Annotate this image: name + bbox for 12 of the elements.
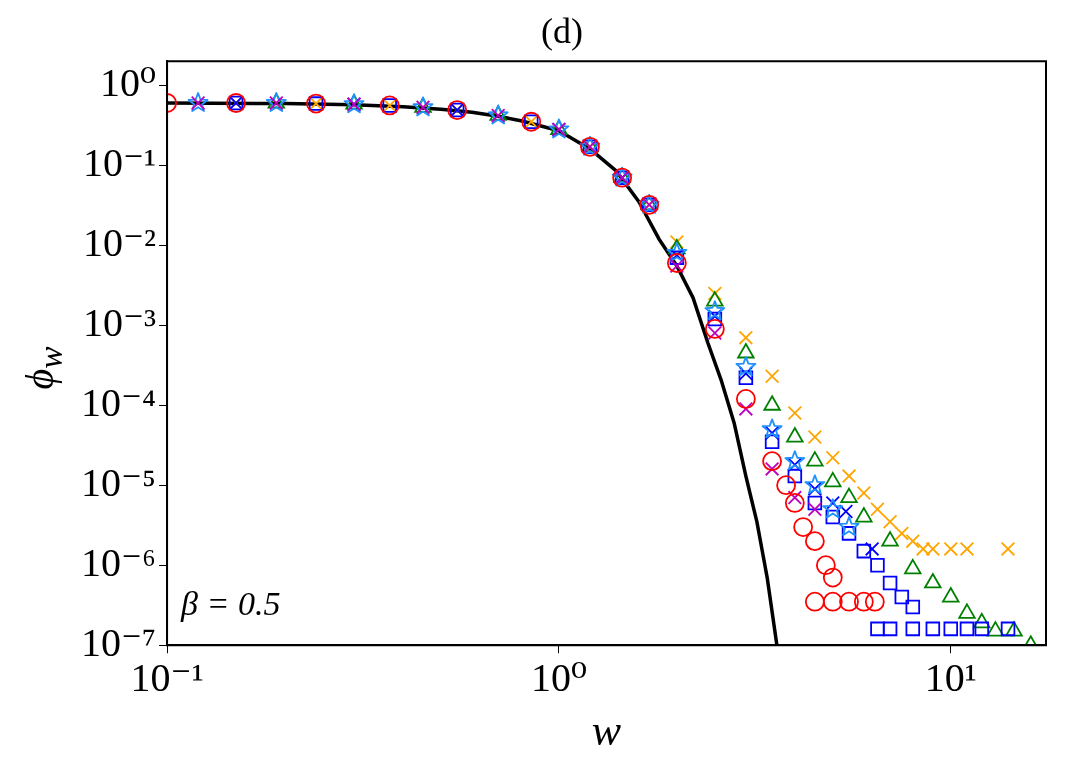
y-tick-label: 10⁻³ bbox=[82, 299, 157, 345]
y-tick-label: 10⁻² bbox=[82, 219, 157, 265]
x-tick-label: 10⁰ bbox=[530, 654, 587, 700]
x-tick-label: 10¹ bbox=[924, 654, 977, 700]
x-axis-title: w bbox=[591, 706, 622, 756]
y-tick-label: 10⁻¹ bbox=[82, 139, 157, 185]
y-tick-label: 10⁻⁴ bbox=[81, 379, 157, 425]
chart-title: (d) bbox=[541, 11, 583, 52]
annotation: β = 0.5 bbox=[180, 585, 281, 623]
y-tick-label: 10⁰ bbox=[100, 59, 157, 105]
y-tick-label: 10⁻⁵ bbox=[81, 459, 157, 505]
y-tick-label: 10⁻⁶ bbox=[81, 539, 157, 585]
